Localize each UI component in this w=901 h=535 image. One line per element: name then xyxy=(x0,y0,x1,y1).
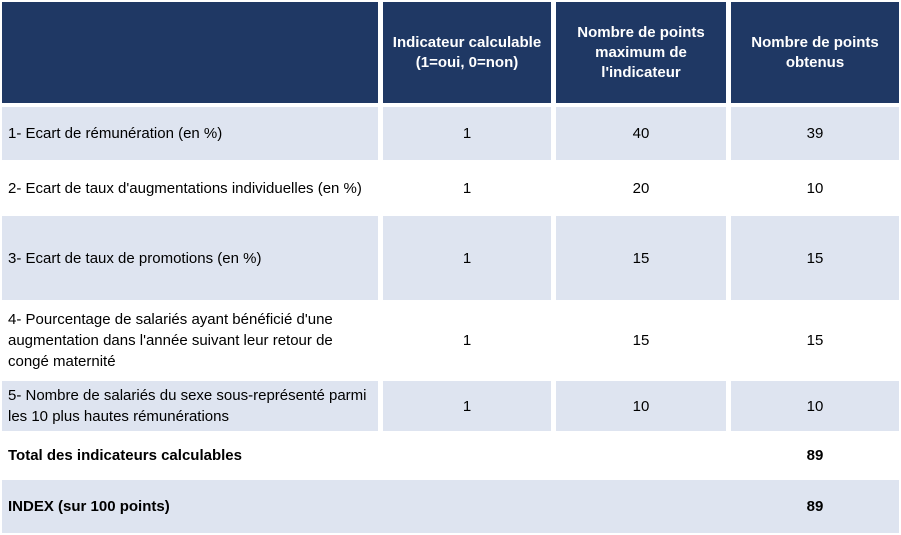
row-points-obtenus-value: 39 xyxy=(731,107,899,160)
row-label: 4- Pourcentage de salariés ayant bénéfic… xyxy=(2,304,378,377)
index-row: INDEX (sur 100 points) 89 xyxy=(2,480,899,533)
header-cell-points-obtenus: Nombre de points obtenus xyxy=(731,2,899,103)
header-cell-calculable: Indicateur calculable (1=oui, 0=non) xyxy=(383,2,551,103)
row-max-points-value: 15 xyxy=(556,216,726,300)
row-calculable-value: 1 xyxy=(383,216,551,300)
row-max-points-value: 10 xyxy=(556,381,726,431)
row-points-obtenus-value: 15 xyxy=(731,304,899,377)
row-calculable-value: 1 xyxy=(383,164,551,212)
total-value: 89 xyxy=(806,447,824,464)
total-label: Total des indicateurs calculables xyxy=(8,447,242,464)
table-row: 5- Nombre de salariés du sexe sous-repré… xyxy=(2,381,899,431)
header-cell-indicator xyxy=(2,2,378,103)
row-calculable-value: 1 xyxy=(383,107,551,160)
header-cell-max-points: Nombre de points maximum de l'indicateur xyxy=(556,2,726,103)
row-label: 3- Ecart de taux de promotions (en %) xyxy=(2,216,378,300)
row-points-obtenus-value: 10 xyxy=(731,164,899,212)
table-row: 1- Ecart de rémunération (en %) 1 40 39 xyxy=(2,107,899,160)
table-row: 4- Pourcentage de salariés ayant bénéfic… xyxy=(2,304,899,377)
index-label: INDEX (sur 100 points) xyxy=(8,498,170,515)
table-row: 2- Ecart de taux d'augmentations individ… xyxy=(2,164,899,212)
row-calculable-value: 1 xyxy=(383,381,551,431)
row-points-obtenus-value: 10 xyxy=(731,381,899,431)
row-label: 2- Ecart de taux d'augmentations individ… xyxy=(2,164,378,212)
row-calculable-value: 1 xyxy=(383,304,551,377)
total-row: Total des indicateurs calculables 89 xyxy=(2,435,899,476)
row-max-points-value: 15 xyxy=(556,304,726,377)
row-label: 1- Ecart de rémunération (en %) xyxy=(2,107,378,160)
table-header-row: Indicateur calculable (1=oui, 0=non) Nom… xyxy=(2,2,899,103)
row-max-points-value: 20 xyxy=(556,164,726,212)
index-value: 89 xyxy=(806,498,824,515)
row-label: 5- Nombre de salariés du sexe sous-repré… xyxy=(2,381,378,431)
row-max-points-value: 40 xyxy=(556,107,726,160)
table-row: 3- Ecart de taux de promotions (en %) 1 15… xyxy=(2,216,899,300)
row-points-obtenus-value: 15 xyxy=(731,216,899,300)
